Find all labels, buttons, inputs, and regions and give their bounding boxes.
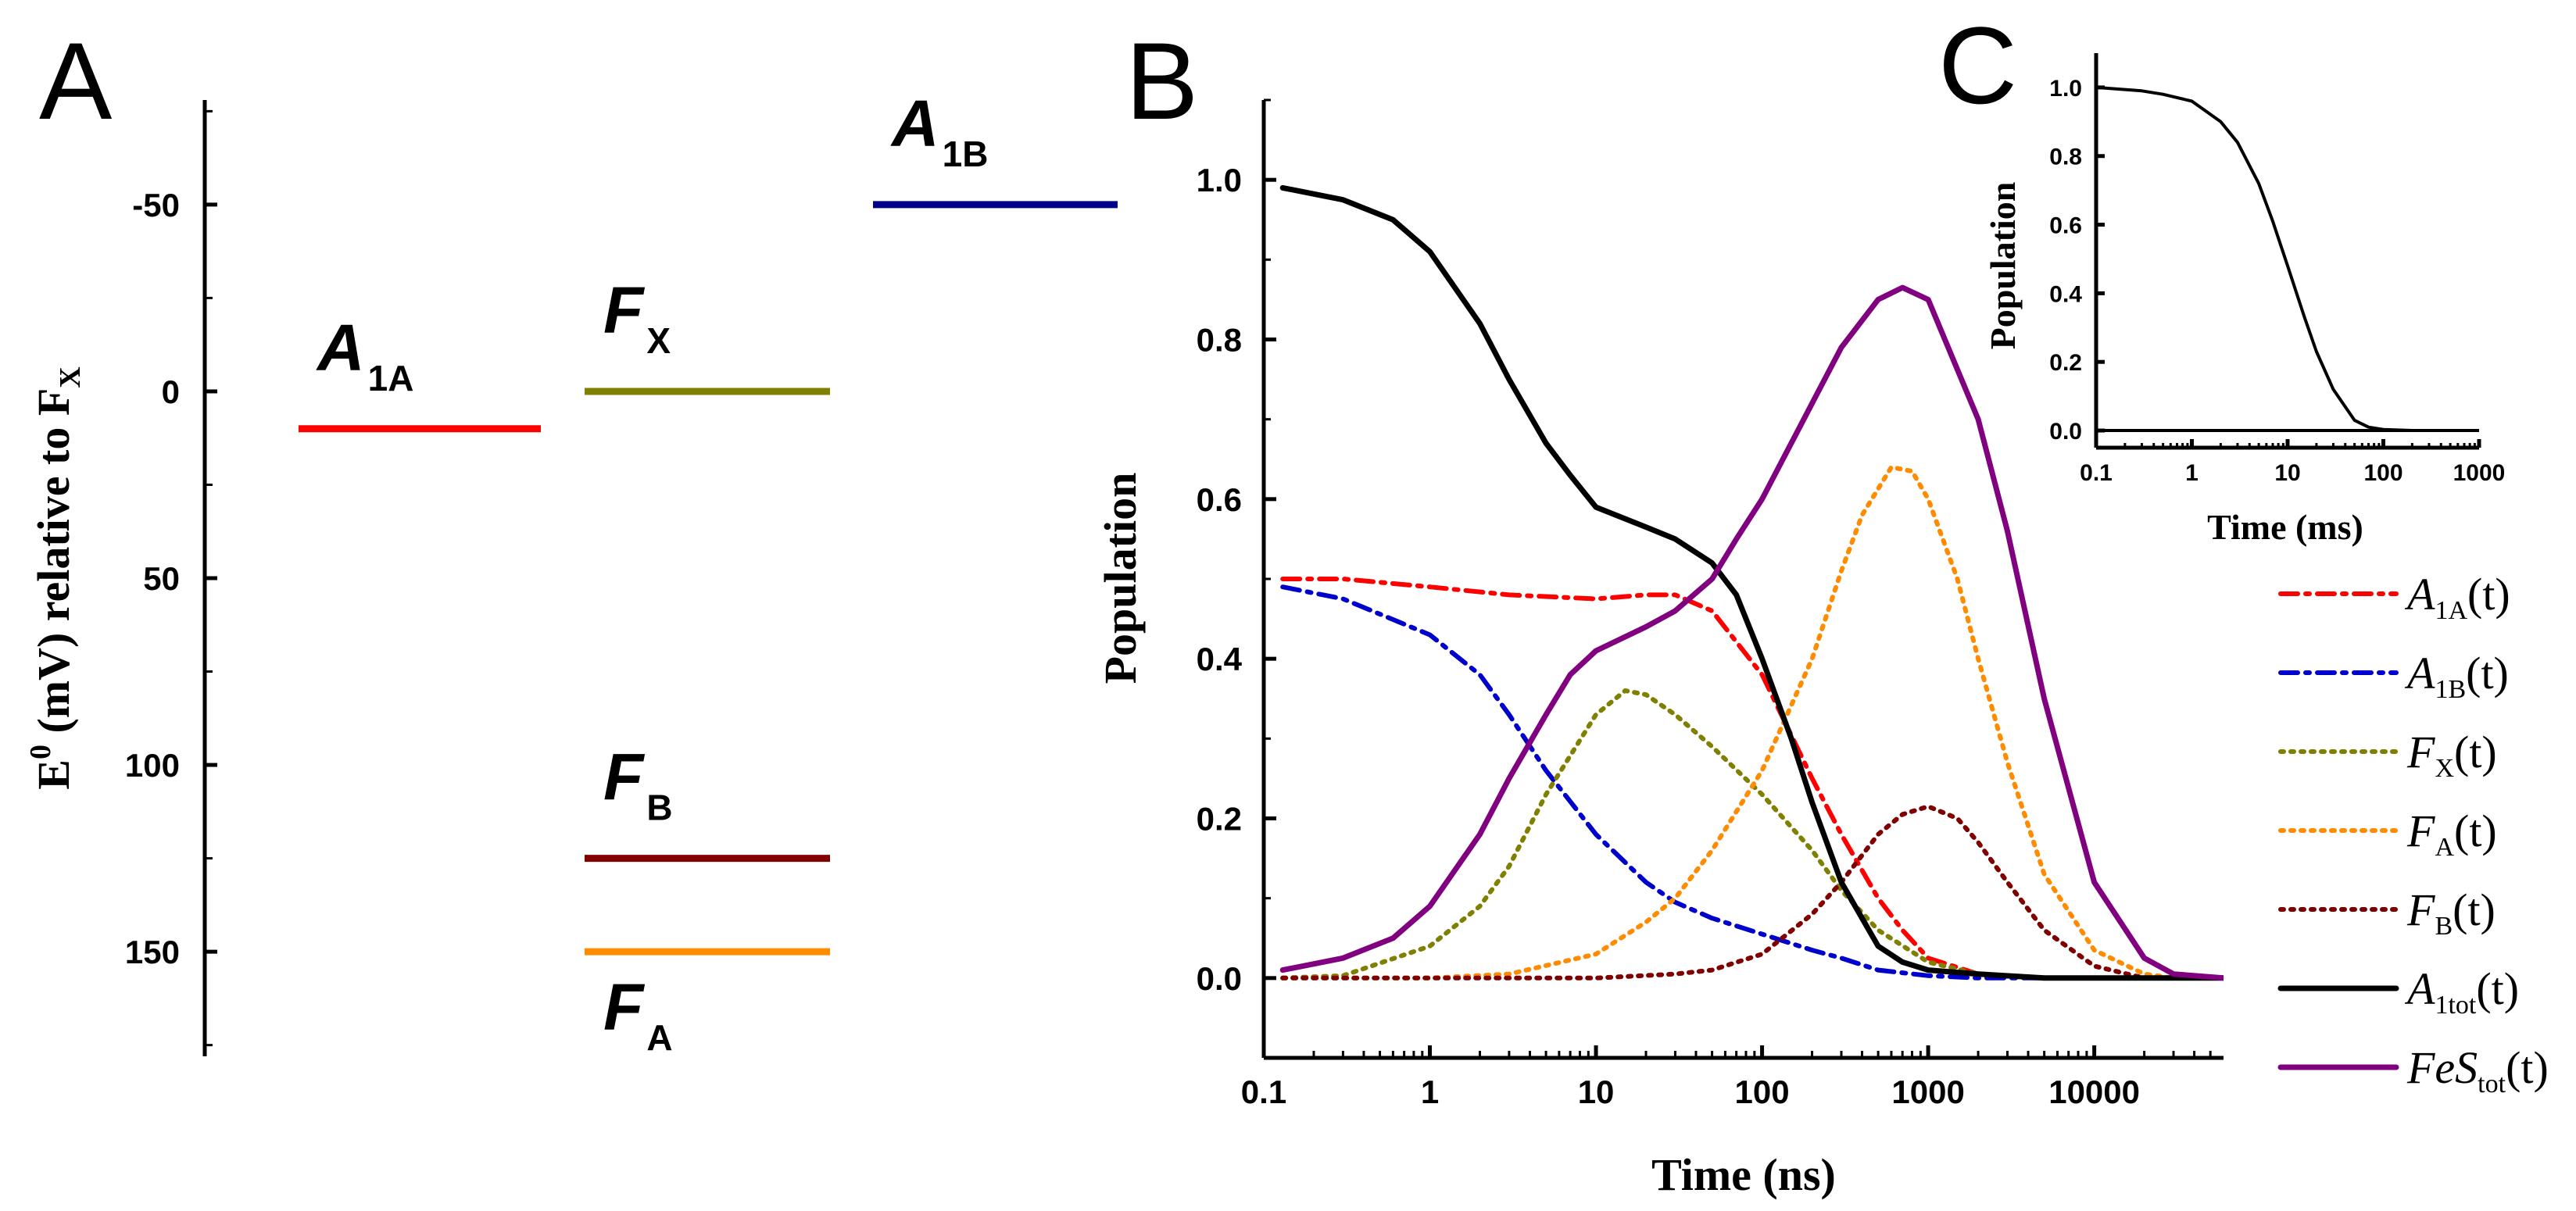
panel-a-levels: A1A FX A1B FB FA xyxy=(299,87,1118,1058)
panel-letter-c: C xyxy=(1938,4,2017,127)
panel-c-y-tick-label: 0.2 xyxy=(2049,350,2082,376)
legend-label-a1tott: A1tot(t) xyxy=(2404,963,2519,1020)
energy-level-label-a1a: A1A xyxy=(316,311,413,398)
series-line-a1bt xyxy=(1280,584,2224,981)
panel-a-y-tick-label: -50 xyxy=(132,187,180,223)
panel-b-y-tick-label: 0.0 xyxy=(1197,960,1242,997)
energy-level-label-fa: FA xyxy=(603,970,673,1058)
panel-c-y-tick-label: 0.6 xyxy=(2049,213,2082,239)
panel-c-x-tick-label: 10 xyxy=(2274,460,2300,486)
panel-c-x-tick-label: 0.1 xyxy=(2080,460,2113,486)
panel-b-chart: 0.1 1 10 100 1000 10000 0.0 0.2 0.4 0.6 0.8 1.0 Tim… xyxy=(1095,98,2549,1200)
panel-b-x-tick-label: 10 xyxy=(1578,1073,1615,1110)
panel-c-ticks: 0.1 1 10 100 1000 0.0 0.2 0.4 0.6 0.8 1.0 xyxy=(2049,76,2505,486)
panel-b-x-tick-label: 1000 xyxy=(1891,1073,1964,1110)
panel-c-x-tick-label: 1000 xyxy=(2453,460,2506,486)
panel-b-y-tick-label: 0.8 xyxy=(1197,322,1242,359)
panel-c-inset-chart: 0.1 1 10 100 1000 0.0 0.2 0.4 0.6 0.8 1.0 Time (ms… xyxy=(1983,53,2505,547)
legend-label-festott: FeStot(t) xyxy=(2406,1042,2549,1098)
legend-label-a1at: A1A(t) xyxy=(2404,569,2510,625)
panel-a-energy-diagram: -50 0 50 100 150 A1A FX A1B FB FA E0 (mV) relati… xyxy=(24,87,1118,1058)
panel-b-y-tick-label: 0.4 xyxy=(1197,641,1243,677)
series-line-fbt xyxy=(1280,804,2224,981)
energy-level-label-fb: FB xyxy=(603,741,673,828)
panel-b-y-axis-title: Population xyxy=(1095,473,1146,684)
panel-c-y-tick-label: 0.0 xyxy=(2049,419,2082,445)
series-line-a1tott xyxy=(1279,184,2224,981)
panel-b-x-axis-title: Time (ns) xyxy=(1651,1149,1836,1200)
energy-level-label-a1b: A1B xyxy=(890,87,988,174)
panel-letter-b: B xyxy=(1125,20,1198,142)
legend-label-fat: FA(t) xyxy=(2406,806,2497,862)
panel-a-y-tick-label: 150 xyxy=(125,934,180,970)
panel-a-y-tick-label: 0 xyxy=(162,373,180,410)
panel-a-y-tick-label: 100 xyxy=(125,747,180,784)
panel-c-x-axis-title: Time (ms) xyxy=(2207,507,2363,547)
panel-letter-a: A xyxy=(39,20,113,142)
panel-c-y-axis-title: Population xyxy=(1983,182,2023,350)
series-line-a1at xyxy=(1280,577,2224,981)
panel-b-y-tick-label: 0.2 xyxy=(1197,801,1242,838)
panel-b-x-tick-label: 10000 xyxy=(2048,1073,2140,1110)
legend-label-a1bt: A1B(t) xyxy=(2404,648,2509,704)
series-line-fat xyxy=(1280,465,2224,981)
energy-level-label-fx: FX xyxy=(603,273,671,361)
panel-b-x-tick-label: 100 xyxy=(1735,1073,1790,1110)
panel-a-y-tick-label: 50 xyxy=(143,560,180,597)
panel-a-y-axis-title: E0 (mV) relative to FX xyxy=(24,366,87,789)
panel-c-line-population xyxy=(2096,85,2479,432)
panel-b-y-tick-label: 1.0 xyxy=(1197,162,1242,198)
series-line-festott xyxy=(1279,284,2224,981)
panel-c-y-tick-label: 0.8 xyxy=(2049,145,2082,170)
panel-c-series xyxy=(2096,85,2479,432)
legend-label-fxt: FX(t) xyxy=(2406,727,2497,783)
panel-b-x-tick-label: 1 xyxy=(1421,1073,1439,1110)
series-line-fxt xyxy=(1280,688,2224,981)
panel-c-y-tick-label: 0.4 xyxy=(2049,281,2082,307)
legend-label-fbt: FB(t) xyxy=(2406,884,2496,941)
panel-c-y-tick-label: 1.0 xyxy=(2049,76,2082,102)
panel-b-series xyxy=(1279,184,2224,981)
panel-c-x-tick-label: 1 xyxy=(2185,460,2199,486)
panel-b-y-tick-label: 0.6 xyxy=(1197,481,1242,518)
panel-b-legend: A1A(t) A1B(t) FX(t) FA(t) FB(t) A1tot(t) FeSto… xyxy=(2277,569,2549,1098)
panel-b-ticks: 0.1 1 10 100 1000 10000 0.0 0.2 0.4 0.6 0.8 1.0 xyxy=(1197,98,2212,1110)
panel-a-y-ticks: -50 0 50 100 150 xyxy=(125,109,217,1047)
panel-b-x-tick-label: 0.1 xyxy=(1241,1073,1286,1110)
panel-c-x-tick-label: 100 xyxy=(2363,460,2402,486)
